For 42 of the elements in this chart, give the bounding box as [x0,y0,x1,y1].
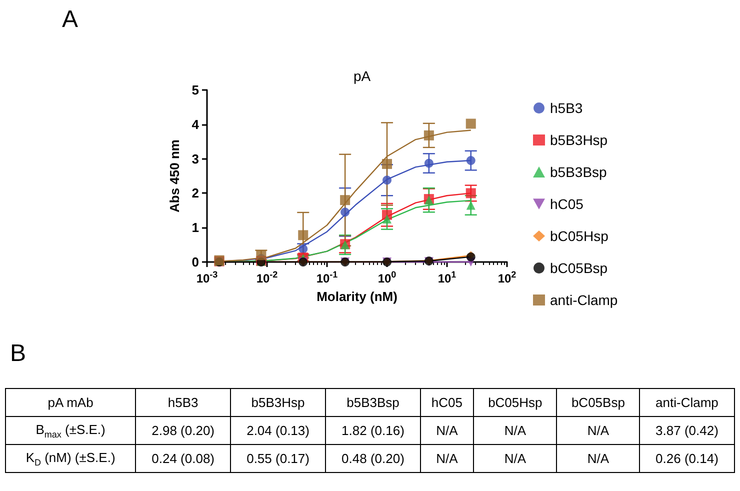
text: N/A [587,451,610,466]
text: A [62,6,78,34]
text: B [10,340,26,368]
text: 0.48 (0.20) [342,451,404,466]
y-tick-label: 1 [192,220,199,236]
category-label: pA mAb [6,388,136,416]
y-axis-title: Abs 450 nm [167,140,182,212]
category-label: hC05 [420,388,474,416]
text: K$_{D}$ (nM) (±S.E.) [26,450,116,468]
legend-label: b5B3Hsp [550,132,608,148]
legend-label: bC05Bsp [550,260,608,276]
legend-label: bC05Hsp [550,228,609,244]
text: B$_{max}$ (±S.E.) [36,422,106,440]
legend-label: hC05 [550,196,584,212]
text: 1.82 (0.16) [342,423,404,438]
x-axis-title: Molarity (nM) [316,289,398,304]
category-label: b5B3Hsp [230,388,326,416]
text: N/A [504,423,526,438]
text: N/A [436,423,458,438]
category-label: h5B3 [136,388,231,416]
category-label: anti-Clamp [639,388,734,416]
legend-label: b5B3Bsp [550,164,608,180]
category-label: bC05Bsp [556,388,640,416]
text: 3.87 (0.42) [656,423,718,438]
category-label: bC05Hsp [473,388,557,416]
text: N/A [587,423,610,438]
text: 0.24 (0.08) [152,451,215,466]
y-tick-label: 0 [192,254,199,270]
y-tick-label: 5 [192,82,199,98]
text: 2.04 (0.13) [246,423,310,438]
category-label: b5B3Bsp [326,388,420,416]
text: 0.55 (0.17) [246,451,310,466]
y-tick-label: 2 [192,186,199,201]
text: 0.26 (0.14) [656,451,718,466]
chart-title: pA [353,68,372,84]
legend-label: h5B3 [550,100,583,116]
legend-label: anti-Clamp [550,292,618,308]
text: N/A [436,451,458,466]
text: 2.98 (0.20) [152,423,215,438]
y-tick-label: 4 [192,116,200,132]
text: N/A [504,451,526,466]
y-tick-label: 3 [192,151,199,166]
